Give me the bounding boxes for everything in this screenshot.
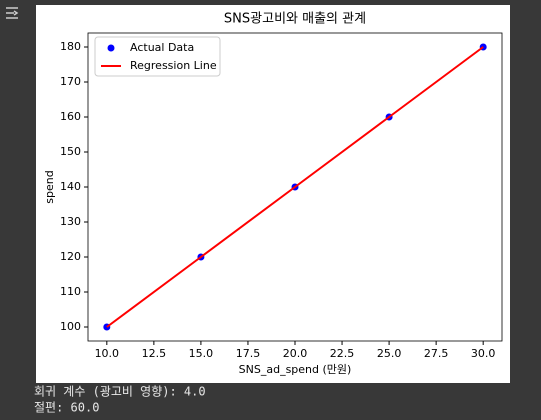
x-tick-label: 17.5 (236, 347, 261, 360)
y-tick-label: 180 (60, 40, 81, 53)
legend-label: Regression Line (130, 59, 217, 72)
y-axis-label: spend (43, 170, 56, 203)
y-tick-label: 110 (60, 285, 81, 298)
plot-frame (87, 32, 503, 342)
legend-box (94, 36, 221, 77)
y-tick-label: 130 (60, 215, 81, 228)
x-tick-label: 27.5 (424, 347, 449, 360)
x-tick-label: 15.0 (189, 347, 214, 360)
chart-title: SNS광고비와 매출의 관계 (224, 12, 366, 27)
x-tick-label: 12.5 (142, 347, 167, 360)
y-tick-label: 100 (60, 320, 81, 333)
x-tick-label: 22.5 (330, 347, 355, 360)
x-axis-label: SNS_ad_spend (만원) (239, 363, 352, 376)
output-toggle-icon[interactable] (6, 7, 19, 19)
legend-label: Actual Data (130, 41, 194, 54)
legend-swatch (107, 44, 115, 52)
y-tick-label: 120 (60, 250, 81, 263)
output-line: 절편: 60.0 (34, 401, 99, 415)
x-tick-label: 10.0 (95, 347, 120, 360)
y-tick-label: 140 (60, 180, 81, 193)
regression-line (106, 46, 484, 328)
x-tick-label: 30.0 (471, 347, 496, 360)
x-tick-label: 20.0 (283, 347, 308, 360)
x-tick-label: 25.0 (377, 347, 402, 360)
y-tick-label: 170 (60, 75, 81, 88)
y-tick-label: 150 (60, 145, 81, 158)
output-line: 회귀 계수 (광고비 영향): 4.0 (34, 385, 206, 399)
y-tick-label: 160 (60, 110, 81, 123)
